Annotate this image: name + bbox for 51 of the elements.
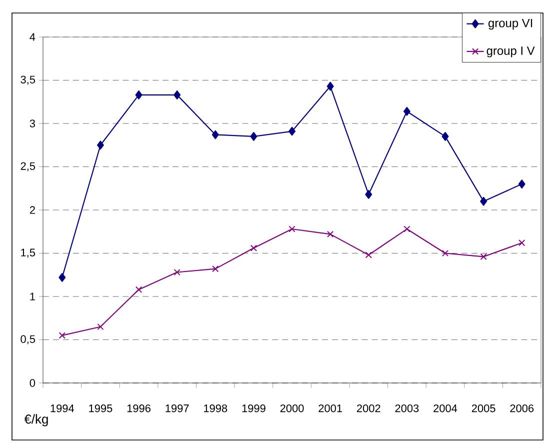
point — [212, 130, 219, 140]
y-tick-label: 0 — [30, 379, 36, 387]
y-tick-label: 1 — [30, 292, 35, 300]
text: €/kg — [24, 414, 48, 426]
point — [326, 82, 334, 91]
x-tick-label: 1995 — [89, 404, 112, 412]
x-tick-label: 2002 — [356, 404, 380, 412]
y-tick-label: 4 — [30, 33, 36, 41]
point — [250, 132, 258, 141]
x-tick-label: 2001 — [318, 404, 342, 412]
y-tick-label: 0,5 — [20, 335, 36, 344]
y-tick-label: 1,5 — [21, 248, 36, 258]
x-tick-label: 2006 — [510, 404, 534, 412]
y-tick-label: 3 — [30, 120, 36, 128]
point — [480, 196, 488, 206]
x-tick-label: 2004 — [434, 404, 458, 412]
x-tick-label: 1996 — [127, 404, 150, 412]
point — [135, 286, 142, 293]
point — [96, 140, 104, 150]
point — [365, 252, 372, 258]
point — [404, 226, 410, 232]
x-tick-label: 2003 — [395, 404, 419, 412]
point — [97, 323, 104, 330]
x-tick-label: 1999 — [242, 404, 266, 412]
point — [480, 253, 487, 260]
x-tick-label: 1997 — [166, 404, 189, 412]
point — [250, 244, 258, 252]
point — [135, 90, 142, 100]
x-tick-label: 1994 — [50, 404, 74, 412]
legend-label: group VI — [488, 18, 532, 30]
point — [58, 332, 66, 339]
point — [442, 132, 449, 141]
point — [288, 126, 296, 136]
point — [518, 180, 526, 189]
point — [174, 90, 181, 100]
point — [58, 272, 66, 282]
y-tick-label: 3,5 — [20, 76, 36, 85]
x-tick-label: 2005 — [472, 404, 496, 412]
point — [212, 265, 219, 272]
x-tick-label: 2000 — [280, 404, 304, 412]
point — [288, 226, 296, 232]
point — [365, 190, 372, 199]
point — [174, 268, 180, 276]
point — [326, 230, 334, 238]
point — [403, 106, 410, 116]
x-tick-label: 1998 — [204, 404, 228, 412]
point — [442, 250, 449, 257]
point — [518, 240, 526, 246]
y-tick-label: 2,5 — [20, 162, 36, 172]
y-tick-label: 2 — [30, 206, 35, 214]
legend-label: group I V — [486, 46, 535, 58]
